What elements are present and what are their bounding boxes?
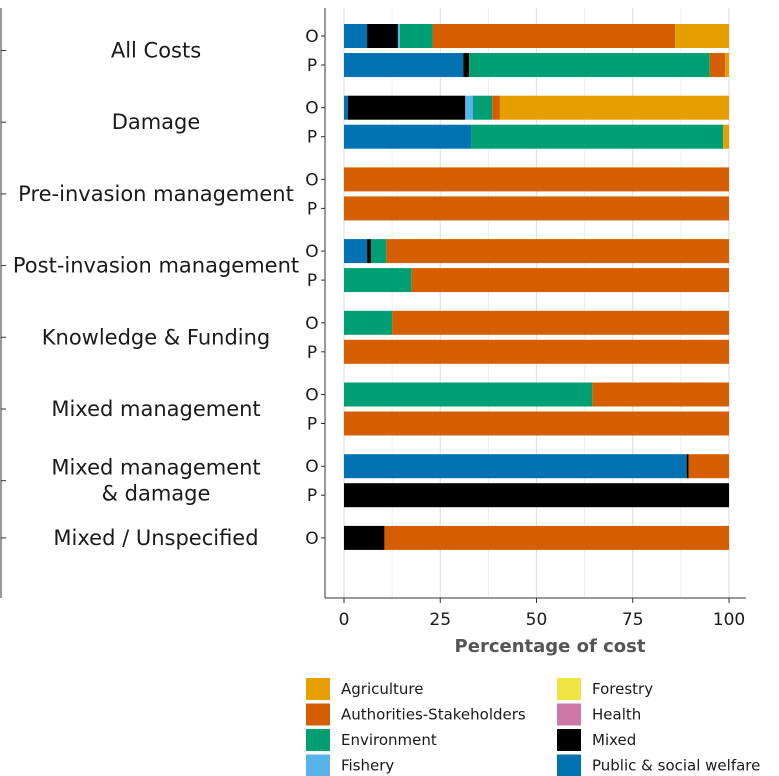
bar-segment [367, 239, 371, 264]
bar-layer [344, 24, 729, 550]
bar-segment [344, 167, 729, 192]
legend-label: Public & social welfare [592, 757, 760, 775]
category-label: Post-invasion management [13, 254, 299, 278]
category-label: Mixed / Unspecified [53, 526, 258, 550]
bar-segment [344, 525, 385, 550]
bar-segment [344, 483, 729, 508]
subgroup-label: P [307, 415, 317, 435]
legend-swatch [306, 703, 330, 726]
subgroup-label: P [307, 271, 317, 291]
x-tick-label: 25 [429, 610, 451, 630]
bar-segment [344, 310, 393, 335]
legend-label: Agriculture [341, 680, 424, 698]
subgroup-label: P [307, 56, 317, 76]
subgroup-label: O [305, 170, 318, 190]
x-axis-title: Percentage of cost [455, 636, 646, 657]
bar-segment [399, 24, 433, 48]
subgroup-label: O [305, 314, 318, 334]
legend-swatch [557, 703, 581, 726]
subgroup-label: O [305, 99, 318, 119]
x-tick-label: 75 [622, 610, 644, 630]
subgroup-label: P [307, 343, 317, 363]
x-tick-label: 50 [526, 610, 548, 630]
bar-segment [386, 239, 729, 264]
bar-segment [344, 239, 368, 264]
legend-label: Health [592, 706, 641, 724]
legend-label: Forestry [592, 680, 653, 698]
legend-swatch [557, 678, 581, 700]
subgroup-label: O [305, 529, 318, 549]
subgroup-label: P [307, 128, 317, 148]
bar-segment [344, 95, 348, 120]
bar-segment [344, 339, 729, 364]
legend-label: Environment [341, 731, 437, 749]
bar-segment [492, 95, 500, 120]
category-label: Knowledge & Funding [42, 325, 271, 349]
legend-swatch [306, 729, 330, 751]
bar-segment [725, 53, 729, 77]
bar-segment [463, 53, 470, 77]
subgroup-label: O [305, 386, 318, 406]
bar-segment [392, 310, 729, 335]
bar-segment [688, 454, 729, 479]
subgroup-label: P [307, 486, 317, 506]
bar-segment [592, 382, 729, 407]
legend-swatch [557, 729, 581, 751]
subgroup-label: P [307, 199, 317, 219]
subgroup-label: O [305, 27, 318, 47]
bar-segment [367, 24, 398, 48]
subgroup-label: O [305, 242, 318, 262]
bar-segment [471, 124, 724, 149]
bar-segment [344, 196, 729, 221]
bar-segment [344, 53, 464, 77]
legend-label: Mixed [592, 731, 636, 749]
frame-layer [0, 8, 746, 599]
x-tick-label: 0 [339, 610, 350, 630]
bar-segment [469, 53, 710, 77]
bar-segment [344, 124, 472, 149]
category-label: All Costs [111, 39, 201, 63]
bar-segment [344, 411, 729, 436]
x-axis: 0 25 50 75 100 [339, 598, 745, 630]
bar-segment [675, 24, 729, 48]
bar-segment [370, 239, 387, 264]
subgroup-label: O [305, 457, 318, 477]
legend-swatch [306, 678, 330, 700]
category-label: Mixed management [51, 397, 260, 421]
category-label: Pre-invasion management [18, 182, 294, 206]
legend-label: Authorities-Stakeholders [341, 706, 526, 724]
bar-segment [432, 24, 676, 48]
category-label: Mixed management [51, 456, 260, 480]
bar-segment [344, 268, 412, 293]
legend-swatch [557, 754, 581, 776]
bar-segment [344, 454, 687, 479]
legend-label: Fishery [341, 757, 394, 775]
bar-segment [465, 95, 473, 120]
bar-segment [472, 95, 493, 120]
bar-segment [344, 382, 593, 407]
category-label: Damage [112, 110, 201, 134]
bar-segment [686, 454, 689, 479]
bar-segment [347, 95, 466, 120]
bar-segment [344, 24, 368, 48]
bar-segment [499, 95, 729, 120]
bar-segment [411, 268, 729, 293]
legend: Agriculture Authorities-Stakeholders Envir… [306, 678, 760, 776]
legend-swatch [306, 754, 330, 776]
x-tick-label: 100 [713, 610, 745, 630]
bar-segment [723, 124, 729, 149]
bar-segment [709, 53, 726, 77]
bar-segment [397, 24, 400, 48]
category-label: & damage [102, 482, 211, 506]
bar-segment [384, 525, 729, 550]
